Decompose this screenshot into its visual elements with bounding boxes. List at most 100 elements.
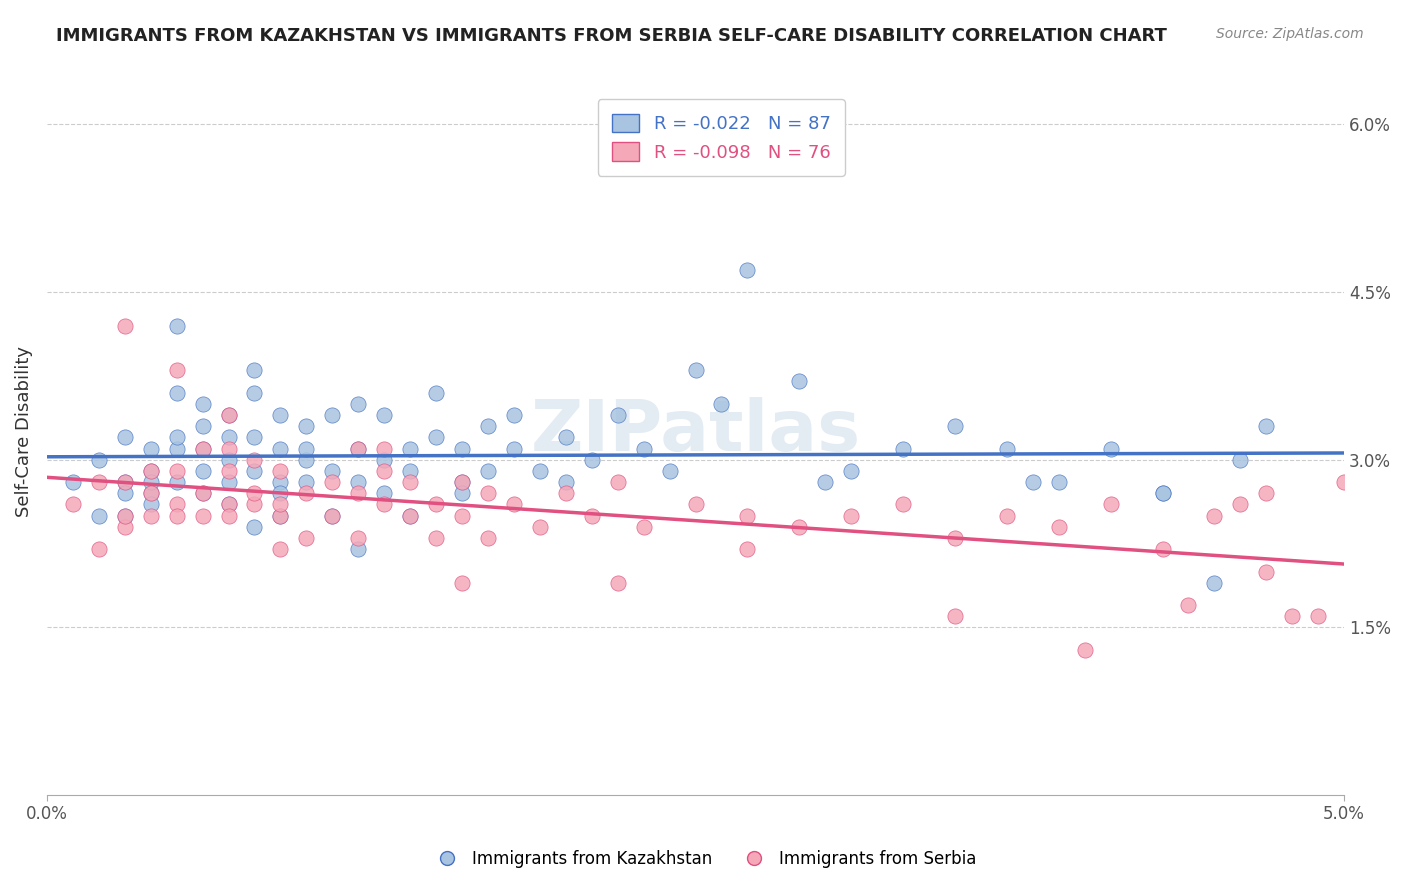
Point [114, 508, 136, 523]
Point [477, 531, 499, 545]
Point [218, 442, 240, 456]
Point [503, 498, 526, 512]
Point [347, 486, 370, 500]
Point [269, 442, 291, 456]
Point [606, 408, 628, 422]
Point [787, 375, 810, 389]
Point [1229, 498, 1251, 512]
Point [321, 508, 343, 523]
Point [218, 475, 240, 489]
Point [658, 464, 681, 478]
Point [451, 486, 474, 500]
Point [451, 575, 474, 590]
Point [373, 486, 395, 500]
Point [114, 318, 136, 333]
Point [787, 520, 810, 534]
Point [1099, 442, 1122, 456]
Point [451, 475, 474, 489]
Point [1047, 520, 1070, 534]
Point [166, 385, 188, 400]
Point [633, 442, 655, 456]
Point [191, 419, 214, 434]
Point [243, 452, 266, 467]
Point [373, 442, 395, 456]
Point [399, 442, 422, 456]
Point [451, 475, 474, 489]
Point [243, 363, 266, 377]
Point [218, 452, 240, 467]
Point [166, 464, 188, 478]
Point [347, 397, 370, 411]
Point [218, 508, 240, 523]
Point [321, 464, 343, 478]
Point [1152, 542, 1174, 557]
Point [606, 575, 628, 590]
Point [1177, 598, 1199, 612]
Point [139, 475, 162, 489]
Point [269, 508, 291, 523]
Point [87, 452, 110, 467]
Point [1229, 452, 1251, 467]
Point [269, 542, 291, 557]
Point [606, 475, 628, 489]
Point [114, 508, 136, 523]
Point [1152, 486, 1174, 500]
Point [218, 464, 240, 478]
Point [995, 442, 1018, 456]
Point [373, 464, 395, 478]
Point [503, 408, 526, 422]
Point [114, 486, 136, 500]
Point [166, 475, 188, 489]
Point [295, 419, 318, 434]
Point [191, 486, 214, 500]
Point [1204, 508, 1226, 523]
Point [139, 464, 162, 478]
Point [269, 475, 291, 489]
Point [191, 442, 214, 456]
Point [737, 262, 759, 277]
Point [943, 531, 966, 545]
Point [1073, 642, 1095, 657]
Point [399, 475, 422, 489]
Point [451, 508, 474, 523]
Point [191, 464, 214, 478]
Point [373, 498, 395, 512]
Point [166, 430, 188, 444]
Point [477, 486, 499, 500]
Point [425, 385, 447, 400]
Point [347, 542, 370, 557]
Point [554, 486, 576, 500]
Point [191, 442, 214, 456]
Point [218, 408, 240, 422]
Point [373, 408, 395, 422]
Point [269, 508, 291, 523]
Point [269, 486, 291, 500]
Point [554, 475, 576, 489]
Point [373, 452, 395, 467]
Point [347, 475, 370, 489]
Point [1204, 575, 1226, 590]
Point [295, 486, 318, 500]
Point [1022, 475, 1045, 489]
Point [633, 520, 655, 534]
Point [87, 542, 110, 557]
Point [62, 498, 84, 512]
Point [995, 508, 1018, 523]
Point [737, 508, 759, 523]
Point [218, 498, 240, 512]
Point [166, 318, 188, 333]
Point [243, 486, 266, 500]
Text: ZIPatlas: ZIPatlas [530, 397, 860, 467]
Point [399, 508, 422, 523]
Text: IMMIGRANTS FROM KAZAKHSTAN VS IMMIGRANTS FROM SERBIA SELF-CARE DISABILITY CORREL: IMMIGRANTS FROM KAZAKHSTAN VS IMMIGRANTS… [56, 27, 1167, 45]
Point [1099, 498, 1122, 512]
Point [243, 464, 266, 478]
Y-axis label: Self-Care Disability: Self-Care Disability [15, 346, 32, 517]
Point [425, 430, 447, 444]
Point [1256, 419, 1278, 434]
Point [581, 508, 603, 523]
Point [87, 475, 110, 489]
Point [347, 531, 370, 545]
Point [814, 475, 837, 489]
Point [839, 464, 862, 478]
